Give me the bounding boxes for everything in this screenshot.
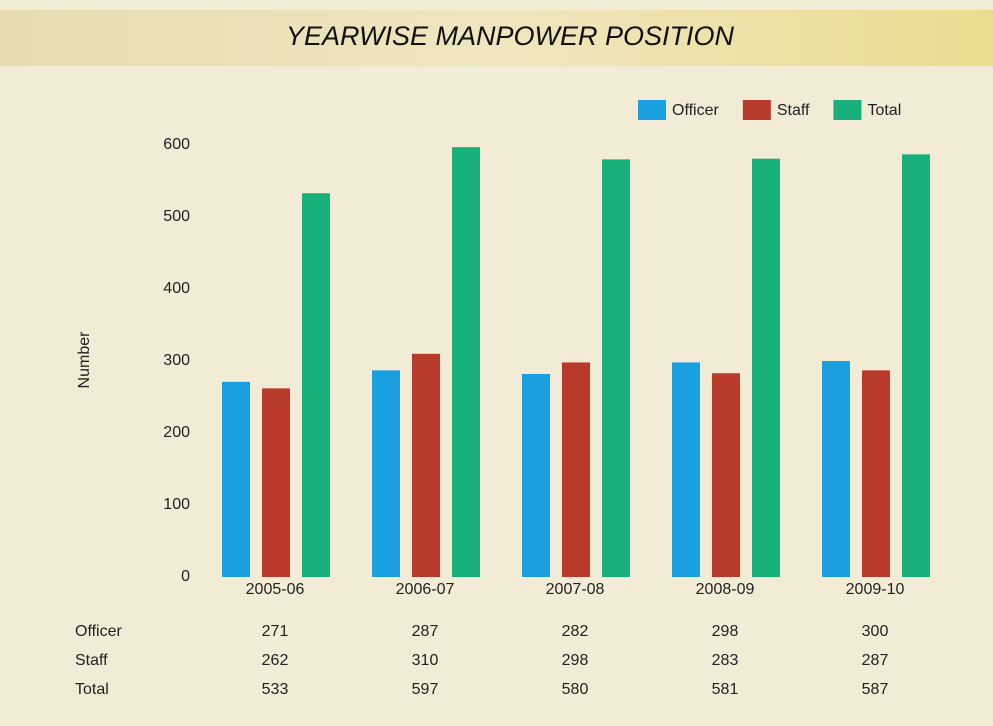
y-tick-label: 100 [163, 496, 190, 513]
y-tick-label: 600 [163, 136, 190, 153]
x-tick-label: 2006-07 [396, 581, 455, 598]
bar [452, 147, 480, 577]
table-cell: 533 [262, 681, 289, 698]
legend-label: Staff [777, 102, 810, 119]
table-cell: 287 [862, 652, 889, 669]
table-cell: 271 [262, 623, 289, 640]
table-cell: 580 [562, 681, 589, 698]
legend-swatch [833, 100, 862, 120]
bar [712, 373, 740, 577]
table-cell: 587 [862, 681, 889, 698]
table-cell: 300 [862, 623, 889, 640]
bar [522, 373, 550, 577]
table-row-label: Total [75, 681, 109, 698]
legend-swatch [638, 100, 666, 120]
y-tick-label: 400 [163, 280, 190, 297]
table-row-label: Officer [75, 623, 123, 640]
x-tick-label: 2008-09 [696, 581, 755, 598]
title-band [0, 10, 993, 66]
table-cell: 262 [262, 652, 289, 669]
x-tick-label: 2007-08 [546, 581, 605, 598]
table-cell: 298 [562, 652, 589, 669]
bar [822, 361, 850, 577]
legend-swatch [742, 100, 771, 120]
bar [412, 353, 440, 577]
bar [902, 154, 930, 578]
table-cell: 310 [412, 652, 439, 669]
y-tick-label: 0 [181, 568, 190, 585]
legend-label: Officer [672, 102, 720, 119]
bar [562, 362, 590, 577]
bar [602, 159, 630, 577]
x-tick-label: 2009-10 [846, 581, 905, 598]
legend-label: Total [867, 102, 901, 119]
bar [302, 193, 330, 578]
bar [222, 381, 250, 577]
bar [862, 370, 890, 577]
y-tick-label: 200 [163, 424, 190, 441]
table-cell: 597 [412, 681, 439, 698]
table-cell: 283 [712, 652, 739, 669]
y-axis-label: Number [76, 331, 93, 389]
table-row-label: Staff [75, 652, 108, 669]
x-tick-label: 2005-06 [246, 581, 305, 598]
bar [372, 370, 400, 577]
y-tick-label: 500 [163, 208, 190, 225]
table-cell: 282 [562, 623, 589, 640]
table-cell: 581 [712, 681, 739, 698]
bar [752, 158, 780, 577]
bar [262, 388, 290, 577]
table-cell: 298 [712, 623, 739, 640]
table-cell: 287 [412, 623, 439, 640]
chart-title: YEARWISE MANPOWER POSITION [286, 21, 735, 51]
bar [672, 362, 700, 577]
y-tick-label: 300 [163, 352, 190, 369]
